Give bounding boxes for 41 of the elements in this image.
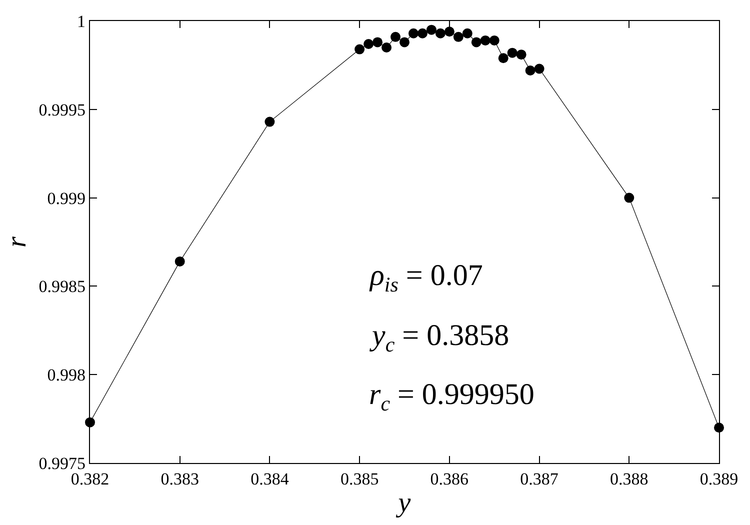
point: [507, 48, 518, 58]
point: [435, 28, 446, 38]
y-axis-title: r: [1, 236, 32, 248]
point: [525, 66, 536, 76]
point: [453, 32, 464, 42]
point: [471, 37, 482, 48]
point: [372, 37, 383, 48]
x-tick-label: 0.387: [520, 470, 559, 488]
y-tick-label: 1: [77, 12, 86, 31]
x-tick-label: 0.386: [430, 470, 469, 488]
point: [516, 50, 526, 60]
x-tick-label: 0.388: [610, 470, 648, 488]
point: [624, 192, 634, 203]
point: [489, 35, 500, 46]
point: [444, 26, 454, 37]
y-tick-label: 0.998: [47, 366, 86, 385]
point: [408, 28, 418, 38]
point: [534, 64, 544, 74]
x-axis-title: y: [395, 488, 412, 519]
y-tick-label: 0.999: [47, 188, 86, 208]
point: [480, 35, 490, 46]
point: [264, 116, 275, 127]
y-tick-label: 0.9985: [38, 277, 86, 296]
y-tick-label: 0.9995: [38, 100, 86, 120]
x-tick-label: 0.389: [700, 470, 738, 488]
x-tick-label: 0.384: [250, 470, 290, 488]
x-tick-label: 0.385: [340, 470, 379, 488]
point: [426, 24, 436, 35]
point: [364, 38, 374, 49]
point: [498, 53, 508, 64]
point: [174, 256, 185, 266]
point: [354, 44, 365, 54]
x-tick-label: 0.383: [160, 470, 199, 488]
point: [400, 37, 410, 48]
annotation: y$_{c}$ = 0.3858: [369, 319, 510, 356]
point: [462, 28, 472, 38]
annotation: r$_{c}$ = 0.999950: [369, 378, 534, 416]
point: [382, 42, 392, 53]
point: [390, 32, 401, 42]
point: [417, 28, 428, 38]
annotation: ρ$_{is}$ = 0.07: [369, 259, 483, 296]
